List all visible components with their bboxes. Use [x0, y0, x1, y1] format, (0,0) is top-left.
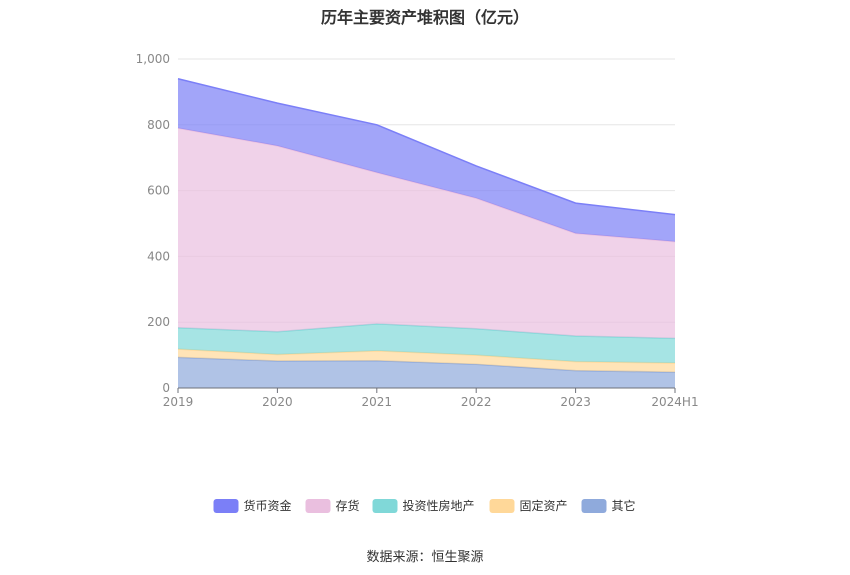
- legend-swatch: [305, 499, 331, 513]
- axes: 0 200 400 600 800 1,000 2019 2020 2021 2022 2023 20…: [136, 52, 699, 409]
- legend-item-其它[interactable]: 其它: [581, 498, 636, 513]
- area-series-货币资金[interactable]: [178, 78, 675, 242]
- x-tick-label: 2019: [163, 395, 194, 409]
- x-tick-label: 2020: [262, 395, 293, 409]
- area-series-存货[interactable]: [178, 128, 675, 339]
- y-tick-label: 0: [162, 381, 170, 395]
- legend-label: 货币资金: [244, 498, 292, 513]
- legend-item-存货[interactable]: 存货: [305, 498, 360, 513]
- y-tick-label: 1,000: [136, 52, 170, 66]
- legend-swatch: [489, 499, 515, 513]
- legend-item-固定资产[interactable]: 固定资产: [489, 498, 568, 513]
- x-tick-label: 2021: [362, 395, 393, 409]
- area-series-layer: [177, 78, 676, 388]
- legend-item-投资性房地产[interactable]: 投资性房地产: [372, 498, 475, 513]
- legend-label: 投资性房地产: [403, 498, 475, 513]
- legend-item-货币资金[interactable]: 货币资金: [213, 498, 292, 513]
- y-tick-label: 600: [147, 184, 170, 198]
- legend-label: 固定资产: [520, 498, 568, 513]
- area-series-其它[interactable]: [178, 357, 675, 388]
- legend-swatch: [581, 499, 607, 513]
- legend-swatch: [213, 499, 239, 513]
- x-tick-label: 2023: [560, 395, 591, 409]
- area-series-投资性房地产[interactable]: [178, 323, 675, 363]
- y-tick-label: 200: [147, 315, 170, 329]
- source-note: 数据来源：恒生聚源: [366, 550, 484, 565]
- y-tick-label: 800: [147, 118, 170, 132]
- legend-swatch: [372, 499, 398, 513]
- x-tick-label: 2022: [461, 395, 492, 409]
- area-series-固定资产[interactable]: [178, 349, 675, 373]
- area-line-货币资金: [177, 78, 676, 216]
- y-tick-label: 400: [147, 249, 170, 263]
- legend[interactable]: 货币资金 存货 投资性房地产 固定资产 其它: [213, 498, 636, 513]
- x-tick-label: 2024H1: [651, 395, 698, 409]
- legend-label: 其它: [612, 498, 636, 513]
- legend-label: 存货: [336, 498, 360, 513]
- chart-title: 历年主要资产堆积图（亿元）: [320, 8, 529, 27]
